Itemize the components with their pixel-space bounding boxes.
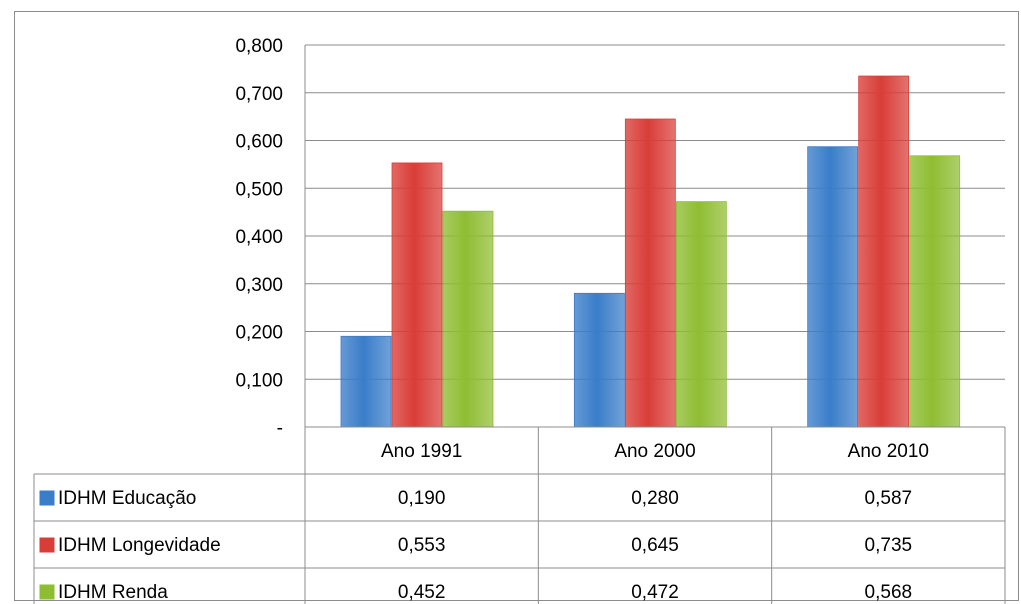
bar-idhm-renda-ano-2010 (909, 155, 961, 428)
bar-idhm-longevidade-ano-2000 (624, 118, 676, 428)
bar-idhm-renda-ano-2000 (675, 201, 727, 428)
bar-idhm-educacao-ano-2000 (573, 292, 625, 428)
legend-key-idhm-educacao (39, 490, 55, 506)
y-tick-label: - (277, 418, 283, 439)
y-tick-label: 0,300 (235, 275, 283, 296)
data-value-idhm-renda-ano-2000: 0,472 (631, 582, 679, 603)
bars (340, 75, 961, 428)
data-value-idhm-longevidade-ano-2010: 0,735 (865, 535, 913, 556)
bar-idhm-renda-ano-1991 (442, 210, 494, 428)
data-table: Ano 1991 Ano 2000 Ano 2010 IDHM Educação 0,1… (33, 426, 1006, 604)
data-value-idhm-educacao-ano-2010: 0,587 (865, 488, 913, 509)
y-tick-label: 0,600 (235, 132, 283, 153)
bar-idhm-educacao-ano-2010 (807, 146, 859, 428)
data-value-idhm-longevidade-ano-2000: 0,645 (631, 535, 679, 556)
x-tick-label: Ano 1991 (381, 441, 462, 462)
y-tick-label: 0,800 (235, 36, 283, 57)
bar-idhm-longevidade-ano-1991 (391, 162, 443, 428)
y-tick-label: 0,400 (235, 227, 283, 248)
data-value-idhm-renda-ano-2010: 0,568 (865, 582, 913, 603)
legend-label-idhm-renda: IDHM Renda (58, 582, 168, 603)
legend-key-idhm-longevidade (39, 537, 55, 553)
y-tick-label: 0,100 (235, 370, 283, 391)
y-tick-label: 0,200 (235, 323, 283, 344)
data-value-idhm-longevidade-ano-1991: 0,553 (398, 535, 446, 556)
y-tick-label: 0,700 (235, 84, 283, 105)
bar-idhm-longevidade-ano-2010 (858, 75, 910, 428)
legend-label-idhm-educacao: IDHM Educação (58, 488, 196, 509)
data-value-idhm-educacao-ano-2000: 0,280 (631, 488, 679, 509)
x-tick-label: Ano 2010 (848, 441, 929, 462)
data-value-idhm-educacao-ano-1991: 0,190 (398, 488, 446, 509)
data-value-idhm-renda-ano-1991: 0,452 (398, 582, 446, 603)
legend-label-idhm-longevidade: IDHM Longevidade (58, 535, 221, 556)
y-axis-ticks: - 0,100 0,200 0,300 0,400 0,500 0,600 0,700 0,80… (235, 36, 283, 439)
x-tick-label: Ano 2000 (614, 441, 695, 462)
y-tick-label: 0,500 (235, 179, 283, 200)
bar-idhm-educacao-ano-1991 (340, 335, 392, 428)
legend-key-idhm-renda (39, 584, 55, 600)
